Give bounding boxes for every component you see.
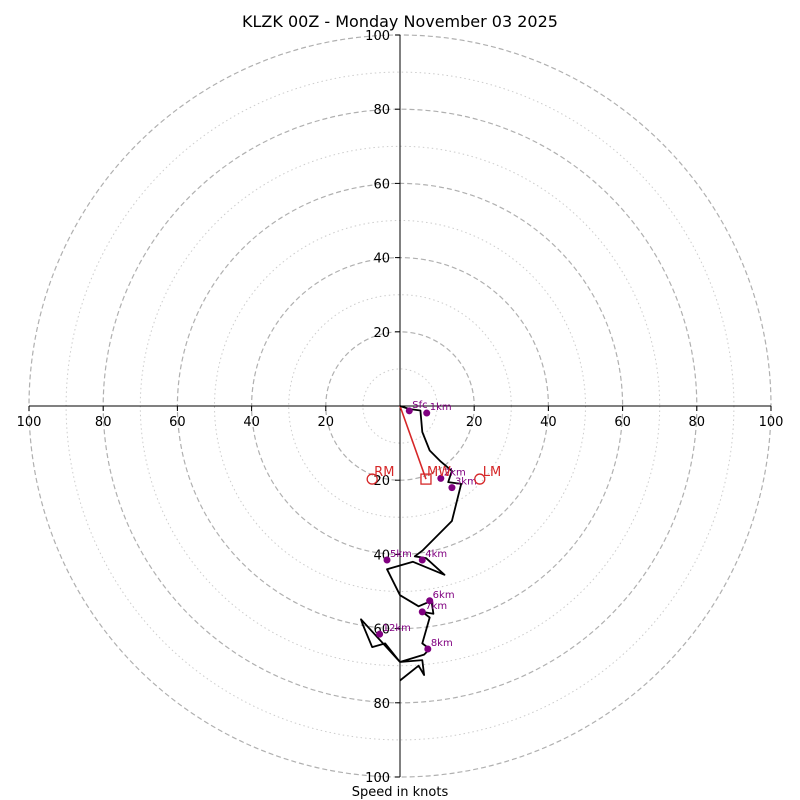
y-tick-label: 60 <box>373 177 390 192</box>
height-marker-1km <box>423 409 431 417</box>
height-label-4km: 4km <box>425 549 447 560</box>
x-tick-label: 40 <box>243 415 260 430</box>
y-tick-label: 100 <box>365 29 390 44</box>
storm-motion-markers: RM LM MW <box>366 465 501 485</box>
left-mover-marker <box>474 473 486 485</box>
x-tick-label: 20 <box>466 415 483 430</box>
height-marker-8km <box>424 645 432 653</box>
height-marker-6km <box>426 597 434 605</box>
height-label-6km: 6km <box>433 590 455 601</box>
height-marker-sfc <box>405 407 413 415</box>
chart-title: KLZK 00Z - Monday November 03 2025 <box>242 12 558 31</box>
y-tick-label: 80 <box>373 697 390 712</box>
height-label-3km: 3km <box>455 477 477 488</box>
height-marker-2km <box>437 474 445 482</box>
axis-tick-labels: 2020202040404040606060608080808010010010… <box>17 29 784 786</box>
left-mover-label: LM <box>483 465 501 480</box>
mean-wind-marker <box>420 473 432 485</box>
height-marker-4km <box>418 556 426 564</box>
height-label-5km: 5km <box>390 549 412 560</box>
x-axis-label: Speed in knots <box>352 785 449 800</box>
x-tick-label: 100 <box>17 415 42 430</box>
x-tick-label: 100 <box>759 415 784 430</box>
x-tick-label: 20 <box>318 415 335 430</box>
x-tick-label: 60 <box>614 415 631 430</box>
y-tick-label: 100 <box>365 771 390 786</box>
wind-profile-line <box>360 405 463 682</box>
height-label-7km: 7km <box>425 601 447 612</box>
height-label-12km: 12km <box>383 623 411 634</box>
mean-wind-label: MW <box>427 465 451 480</box>
right-mover-marker <box>366 473 378 485</box>
y-tick-label: 40 <box>373 252 390 267</box>
storm-motion-vector <box>399 405 427 480</box>
height-marker-7km <box>418 608 426 616</box>
height-label-2km: 2km <box>444 467 466 478</box>
height-marker-5km <box>383 556 391 564</box>
height-marker-3km <box>448 484 456 492</box>
y-tick-label: 20 <box>373 326 390 341</box>
right-mover-label: RM <box>374 465 394 480</box>
mean-wind-vector-line <box>399 405 427 480</box>
hodograph-trace <box>360 405 463 682</box>
x-tick-label: 80 <box>95 415 112 430</box>
height-label-8km: 8km <box>431 638 453 649</box>
height-label-1km: 1km <box>430 402 452 413</box>
x-tick-label: 80 <box>689 415 706 430</box>
x-tick-label: 60 <box>169 415 186 430</box>
height-marker-12km <box>376 630 384 638</box>
y-tick-label: 80 <box>373 103 390 118</box>
x-tick-label: 40 <box>540 415 557 430</box>
height-label-sfc: Sfc <box>412 400 427 411</box>
